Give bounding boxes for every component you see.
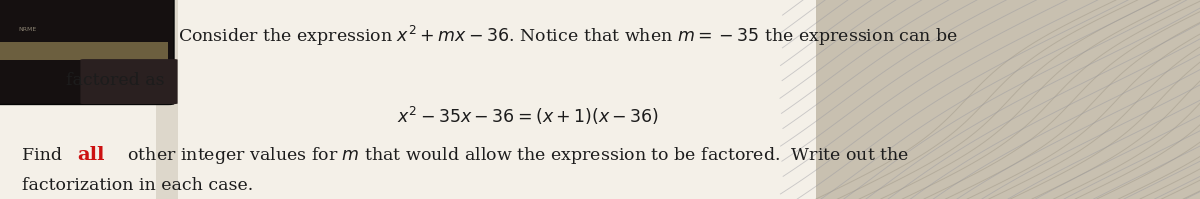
Text: factorization in each case.: factorization in each case. <box>22 177 253 194</box>
Text: NRME: NRME <box>18 27 36 32</box>
Text: Find: Find <box>22 147 67 164</box>
FancyBboxPatch shape <box>80 59 178 104</box>
Text: factored as: factored as <box>66 72 164 89</box>
FancyBboxPatch shape <box>0 42 168 60</box>
FancyBboxPatch shape <box>0 0 174 104</box>
Text: Consider the expression $x^2 + mx - 36$. Notice that when $m = -35$ the expressi: Consider the expression $x^2 + mx - 36$.… <box>178 24 958 48</box>
Text: $x^2 - 35x - 36 = (x + 1)(x - 36)$: $x^2 - 35x - 36 = (x + 1)(x - 36)$ <box>397 105 659 128</box>
FancyBboxPatch shape <box>816 0 1200 199</box>
FancyBboxPatch shape <box>0 0 864 199</box>
Text: all: all <box>77 146 104 164</box>
Text: other integer values for $m$ that would allow the expression to be factored.  Wr: other integer values for $m$ that would … <box>122 145 910 166</box>
FancyBboxPatch shape <box>156 0 178 199</box>
